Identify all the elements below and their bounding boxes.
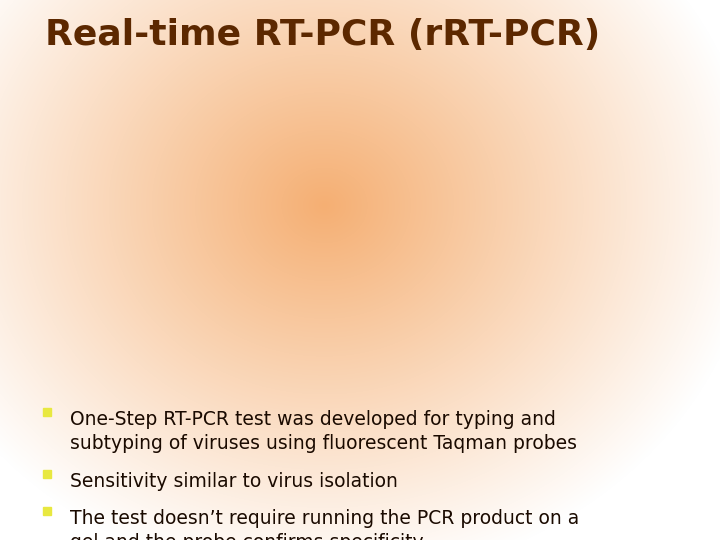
Bar xyxy=(43,507,51,515)
Text: One-Step RT-PCR test was developed for typing and
subtyping of viruses using flu: One-Step RT-PCR test was developed for t… xyxy=(70,410,577,453)
Text: Real-time RT-PCR (rRT-PCR): Real-time RT-PCR (rRT-PCR) xyxy=(45,18,600,52)
Text: Sensitivity similar to virus isolation: Sensitivity similar to virus isolation xyxy=(70,471,398,491)
Text: The test doesn’t require running the PCR product on a
gel and the probe confirms: The test doesn’t require running the PCR… xyxy=(70,509,580,540)
Bar xyxy=(43,470,51,477)
Bar xyxy=(43,408,51,416)
